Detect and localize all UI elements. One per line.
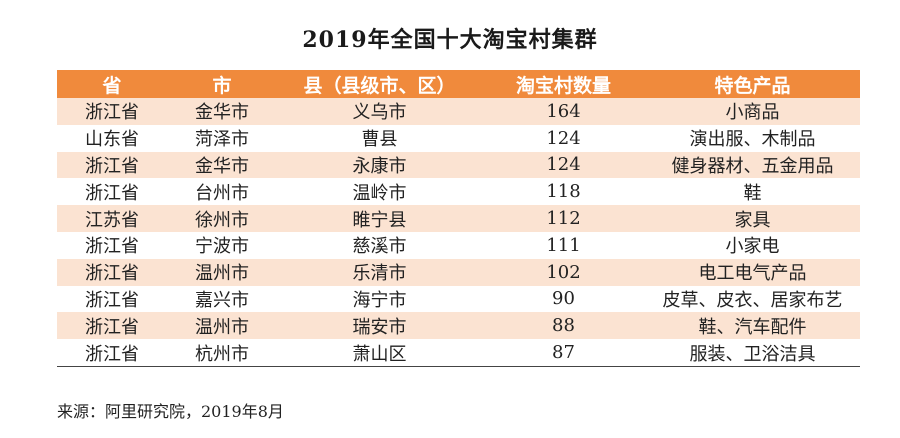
- cell-products: 电工电气产品: [645, 258, 860, 286]
- cell-province: 浙江省: [57, 231, 167, 259]
- cell-county: 曹县: [277, 124, 482, 152]
- cell-city: 温州市: [167, 312, 277, 340]
- cell-village-count: 88: [482, 312, 645, 340]
- cell-county: 永康市: [277, 151, 482, 179]
- cell-products: 小商品: [645, 98, 860, 125]
- cell-province: 江苏省: [57, 205, 167, 232]
- table-row: 浙江省 金华市 义乌市 164 小商品: [57, 98, 860, 125]
- header-city: 市: [167, 70, 277, 98]
- table-row: 浙江省 宁波市 慈溪市 111 小家电: [57, 231, 860, 259]
- cell-county: 瑞安市: [277, 312, 482, 340]
- table-title: 2019年全国十大淘宝村集群: [302, 27, 598, 53]
- table-body: 浙江省 金华市 义乌市 164 小商品 山东省 菏泽市 曹县 124 演出服、木…: [57, 98, 860, 367]
- cell-products: 家具: [645, 205, 860, 232]
- cell-county: 萧山区: [277, 339, 482, 367]
- cell-province: 浙江省: [57, 178, 167, 206]
- header-village-count: 淘宝村数量: [482, 70, 645, 98]
- table-row: 浙江省 嘉兴市 海宁市 90 皮草、皮衣、居家布艺: [57, 285, 860, 313]
- cell-city: 金华市: [167, 151, 277, 179]
- cell-province: 浙江省: [57, 151, 167, 179]
- cell-city: 菏泽市: [167, 124, 277, 152]
- cell-province: 浙江省: [57, 285, 167, 313]
- cell-products: 演出服、木制品: [645, 124, 860, 152]
- cell-province: 浙江省: [57, 339, 167, 367]
- cell-province: 山东省: [57, 124, 167, 152]
- cell-city: 徐州市: [167, 205, 277, 232]
- cell-county: 慈溪市: [277, 231, 482, 259]
- table-row: 浙江省 台州市 温岭市 118 鞋: [57, 178, 860, 206]
- cell-county: 温岭市: [277, 178, 482, 206]
- taobao-village-table: 省 市 县（县级市、区） 淘宝村数量 特色产品 浙江省 金华市 义乌市 164 …: [57, 70, 860, 367]
- header-row: 省 市 县（县级市、区） 淘宝村数量 特色产品: [57, 70, 860, 98]
- header-county: 县（县级市、区）: [277, 70, 482, 98]
- header-products: 特色产品: [645, 70, 860, 98]
- cell-products: 小家电: [645, 231, 860, 259]
- cell-city: 台州市: [167, 178, 277, 206]
- table-row: 浙江省 杭州市 萧山区 87 服装、卫浴洁具: [57, 339, 860, 367]
- cell-city: 杭州市: [167, 339, 277, 367]
- cell-village-count: 164: [482, 98, 645, 125]
- table-row: 浙江省 温州市 瑞安市 88 鞋、汽车配件: [57, 312, 860, 340]
- cell-county: 乐清市: [277, 258, 482, 286]
- table-row: 江苏省 徐州市 睢宁县 112 家具: [57, 205, 860, 232]
- cell-city: 宁波市: [167, 231, 277, 259]
- cell-village-count: 112: [482, 205, 645, 232]
- cell-county: 睢宁县: [277, 205, 482, 232]
- cell-city: 温州市: [167, 258, 277, 286]
- cell-county: 义乌市: [277, 98, 482, 125]
- cell-village-count: 124: [482, 124, 645, 152]
- cell-province: 浙江省: [57, 98, 167, 125]
- cell-products: 鞋: [645, 178, 860, 206]
- table-header: 省 市 县（县级市、区） 淘宝村数量 特色产品: [57, 70, 860, 98]
- cell-village-count: 118: [482, 178, 645, 206]
- table-row: 浙江省 金华市 永康市 124 健身器材、五金用品: [57, 151, 860, 179]
- cell-village-count: 87: [482, 339, 645, 367]
- table-row: 浙江省 温州市 乐清市 102 电工电气产品: [57, 258, 860, 286]
- cell-products: 健身器材、五金用品: [645, 151, 860, 179]
- cell-county: 海宁市: [277, 285, 482, 313]
- cell-products: 服装、卫浴洁具: [645, 339, 860, 367]
- header-province: 省: [57, 70, 167, 98]
- cell-village-count: 124: [482, 151, 645, 179]
- cell-province: 浙江省: [57, 312, 167, 340]
- cell-city: 嘉兴市: [167, 285, 277, 313]
- cell-village-count: 102: [482, 258, 645, 286]
- cell-village-count: 90: [482, 285, 645, 313]
- table-row: 山东省 菏泽市 曹县 124 演出服、木制品: [57, 124, 860, 152]
- cell-province: 浙江省: [57, 258, 167, 286]
- source-note: 来源：阿里研究院，2019年8月: [57, 402, 284, 421]
- cell-products: 鞋、汽车配件: [645, 312, 860, 340]
- cell-city: 金华市: [167, 98, 277, 125]
- cell-village-count: 111: [482, 231, 645, 259]
- cell-products: 皮草、皮衣、居家布艺: [645, 285, 860, 313]
